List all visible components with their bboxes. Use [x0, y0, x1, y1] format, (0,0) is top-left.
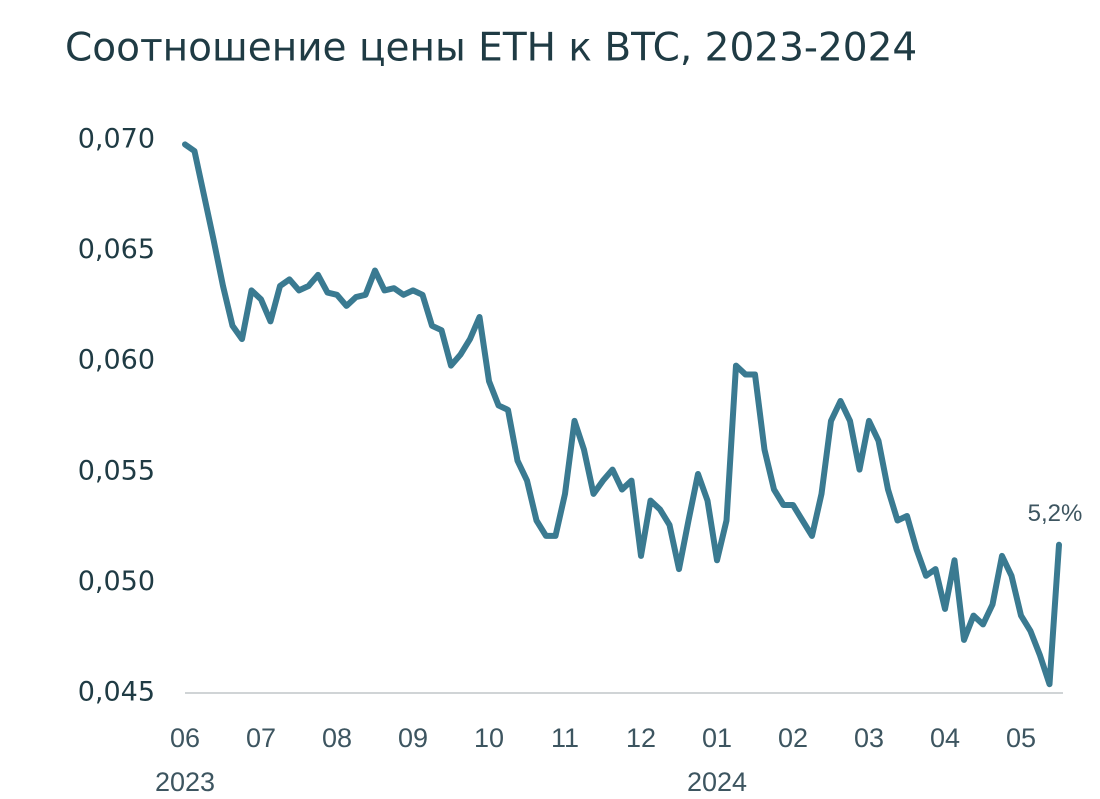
annotation: 5,2%: [1028, 500, 1083, 527]
x-tick-label: 12: [626, 723, 656, 753]
x-tick-label: 05: [1006, 723, 1036, 753]
x-tick-label: 01: [702, 723, 732, 753]
y-tick-label: 0,060: [78, 345, 155, 376]
y-tick-label: 0,065: [78, 234, 155, 265]
x-tick-label: 11: [551, 723, 579, 753]
x-tick-label: 03: [854, 723, 884, 753]
x-year-label: 2024: [687, 767, 747, 797]
x-tick-label: 10: [474, 723, 504, 753]
line: [182, 141, 1062, 688]
y-tick-label: 0,070: [78, 124, 155, 155]
x-tick-label: 07: [246, 723, 276, 753]
y-tick-label: 0,045: [78, 677, 155, 708]
x-tick-label: 04: [930, 723, 960, 753]
x-tick-label: 06: [170, 723, 200, 753]
chart-title: Соотношение цены ETH к BTC, 2023-2024: [65, 26, 917, 71]
x-tick-label: 09: [398, 723, 428, 753]
x-year-label: 2023: [155, 767, 215, 797]
x-tick-label: 08: [322, 723, 352, 753]
y-tick-label: 0,055: [78, 455, 155, 486]
y-tick-label: 0,050: [78, 566, 155, 597]
x-tick-label: 02: [778, 723, 808, 753]
